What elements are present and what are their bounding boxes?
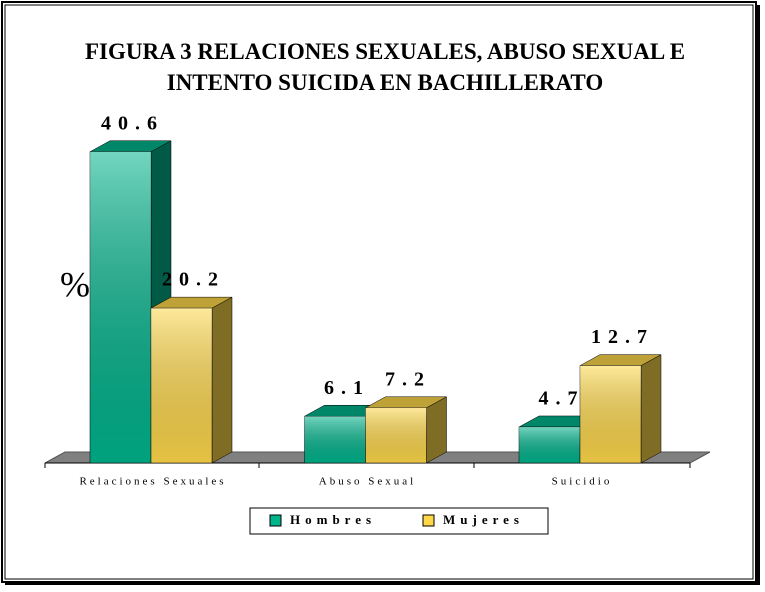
- data-label: 6.1: [324, 377, 370, 399]
- legend-label: Mujeres: [443, 512, 524, 527]
- data-label: 40.6: [101, 112, 164, 134]
- legend-label: Hombres: [290, 512, 376, 527]
- x-tick-label: Suicidio: [552, 476, 613, 488]
- bar-shine: [580, 365, 641, 463]
- legend-box: [249, 507, 549, 535]
- bar-top-shade: [580, 354, 661, 366]
- legend-swatch: [422, 514, 435, 527]
- bar-side-shade: [426, 396, 447, 463]
- bar-shine: [365, 407, 427, 463]
- bar-top-shade: [151, 297, 232, 309]
- x-tick-label: Relaciones Sexuales: [79, 476, 226, 488]
- bar-shine: [90, 151, 151, 463]
- bar-side-shade: [641, 354, 661, 463]
- y-axis-label: %: [60, 264, 90, 304]
- data-label: 4.7: [539, 388, 585, 410]
- x-tick-label: Abuso Sexual: [319, 476, 416, 488]
- data-label: 7.2: [385, 368, 431, 390]
- bar-shine: [304, 416, 366, 463]
- bar-side-shade: [212, 297, 232, 463]
- bar-shine: [151, 308, 212, 463]
- legend-swatch: [269, 514, 282, 527]
- data-label: 20.2: [162, 269, 225, 291]
- data-label: 12.7: [591, 326, 654, 348]
- bar-shine: [519, 426, 580, 463]
- bar-top-shade: [90, 140, 171, 152]
- chart-title: FIGURA 3 RELACIONES SEXUALES, ABUSO SEXU…: [85, 39, 685, 95]
- bar-top-shade: [365, 396, 447, 408]
- frame-inner: [4, 4, 754, 580]
